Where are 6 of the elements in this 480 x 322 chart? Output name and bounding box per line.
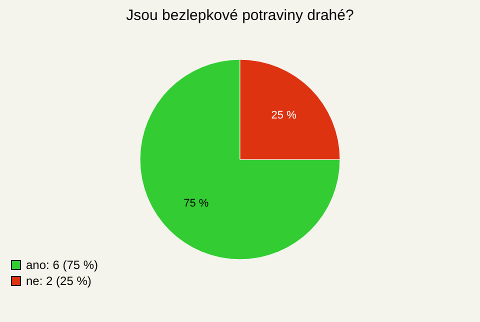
chart-title: Jsou bezlepkové potraviny drahé? xyxy=(126,7,354,24)
legend-label: ne: 2 (25 %) xyxy=(26,274,92,288)
data-label: 25 % xyxy=(271,110,297,122)
legend-label: ano: 6 (75 %) xyxy=(26,258,98,272)
data-label: 75 % xyxy=(184,197,209,210)
pie-slice xyxy=(140,59,340,260)
